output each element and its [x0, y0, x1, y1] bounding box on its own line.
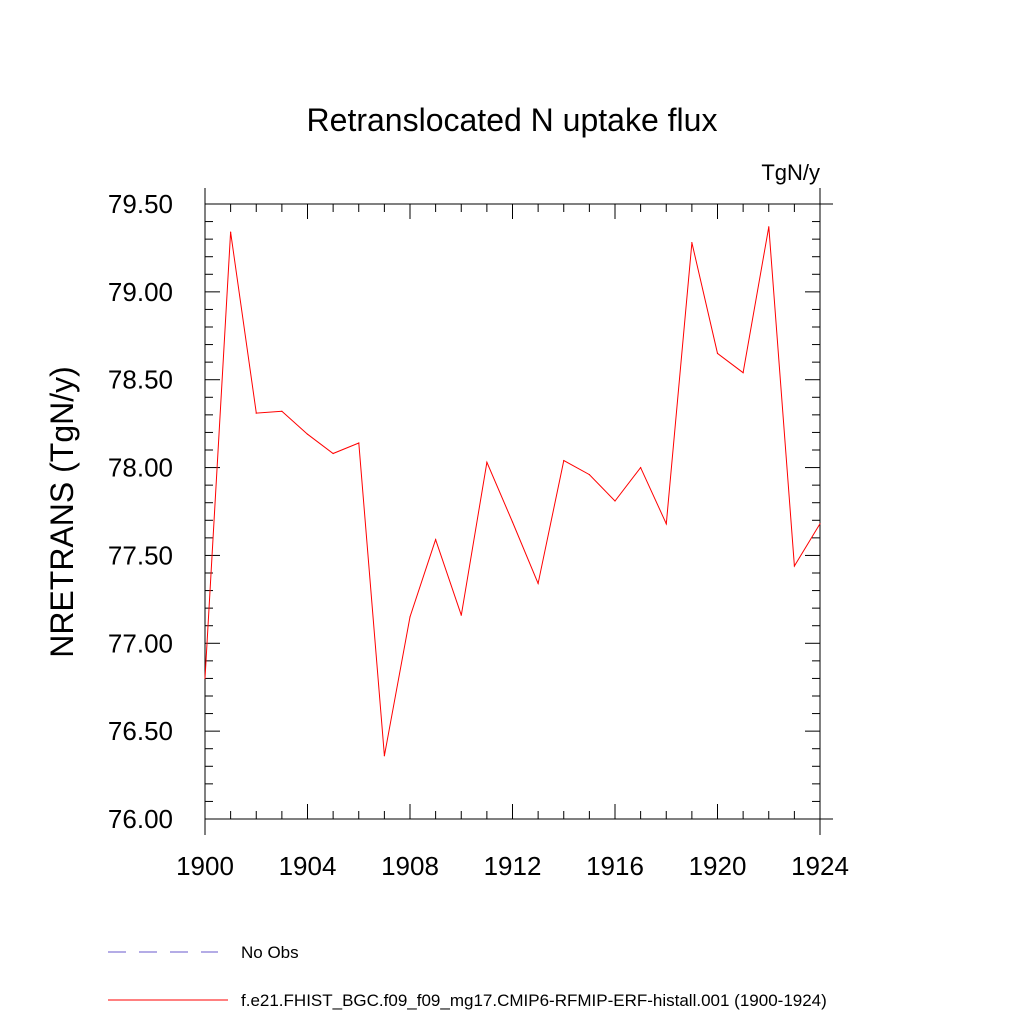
legend-label-model: f.e21.FHIST_BGC.f09_f09_mg17.CMIP6-RFMIP… — [241, 991, 827, 1010]
y-tick-label: 77.00 — [108, 628, 173, 658]
x-tick-label: 1908 — [381, 851, 439, 881]
x-tick-label: 1900 — [176, 851, 234, 881]
y-tick-label: 76.50 — [108, 716, 173, 746]
x-tick-label: 1920 — [689, 851, 747, 881]
data-point — [281, 410, 283, 412]
data-point — [588, 474, 590, 476]
data-point — [460, 614, 462, 616]
axes: 1900 1904 1908 1912 1916 1920 1924 76.00 76.50 77… — [108, 188, 849, 881]
data-point — [486, 461, 488, 463]
data-point — [691, 242, 693, 244]
data-point — [537, 582, 539, 585]
data-point — [332, 452, 334, 455]
legend-label-no-obs: No Obs — [241, 943, 299, 962]
data-point — [204, 677, 206, 680]
x-tick-label: 1904 — [279, 851, 337, 881]
data-point — [819, 523, 821, 525]
y-tick-label: 78.00 — [108, 453, 173, 483]
data-point — [563, 459, 565, 462]
data-point — [768, 226, 770, 228]
data-point — [640, 466, 642, 469]
series-layer — [204, 226, 821, 757]
data-point — [358, 442, 360, 444]
data-point — [383, 755, 385, 757]
data-point — [793, 565, 795, 567]
y-tick-label: 77.50 — [108, 540, 173, 570]
x-tick-label: 1916 — [586, 851, 644, 881]
y-tick-label: 79.50 — [108, 189, 173, 219]
y-tick-label: 79.00 — [108, 277, 173, 307]
y-axis-label: NRETRANS (TgN/y) — [44, 366, 80, 658]
data-point — [716, 352, 719, 354]
data-point — [255, 412, 257, 414]
data-point — [435, 539, 437, 541]
legend: No Obs f.e21.FHIST_BGC.f09_f09_mg17.CMIP… — [108, 943, 827, 1010]
data-point — [665, 523, 667, 525]
x-tick-label: 1924 — [791, 851, 849, 881]
y-tick-label: 78.50 — [108, 365, 173, 395]
data-point — [742, 372, 744, 374]
chart-title: Retranslocated N uptake flux — [307, 102, 718, 138]
data-point — [230, 231, 232, 233]
y-tick-label: 76.00 — [108, 804, 173, 834]
data-point — [306, 433, 309, 435]
x-tick-label: 1912 — [484, 851, 542, 881]
units-label: TgN/y — [761, 160, 820, 185]
data-point — [614, 500, 616, 502]
data-point — [409, 616, 411, 618]
data-point — [511, 521, 514, 523]
series-line — [204, 226, 821, 756]
